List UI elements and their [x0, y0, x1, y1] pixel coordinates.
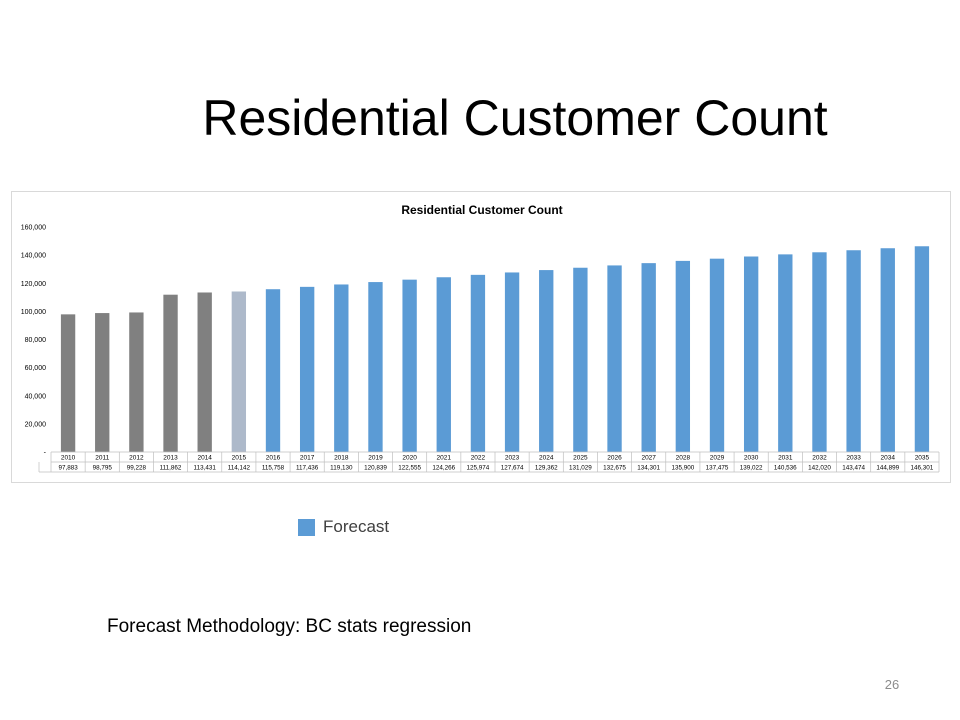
y-tick-label: 80,000 [25, 337, 47, 344]
bar-2010 [60, 314, 76, 452]
x-tick-label: 2031 [778, 455, 793, 462]
x-tick-label: 2032 [812, 455, 827, 462]
legend: Forecast [298, 516, 389, 538]
data-table: 2010 97,883 2011 98,795 2012 99,228 2013 111,86… [38, 451, 940, 473]
bar-2025 [573, 267, 588, 452]
x-tick-label: 2018 [334, 455, 349, 462]
x-tick-label: 2021 [437, 455, 452, 462]
y-axis: - 20,000 40,000 60,000 80,000 100,000 120,000 1… [21, 225, 47, 457]
bar-2019 [368, 282, 383, 452]
bar-2018 [334, 284, 349, 452]
bar-2027 [641, 263, 656, 452]
data-label: 132,675 [603, 465, 626, 472]
bar-2034 [880, 248, 895, 452]
bar-2032 [812, 252, 827, 452]
data-label: 125,974 [467, 465, 490, 472]
x-tick-label: 2026 [607, 455, 622, 462]
y-tick-label: 140,000 [21, 253, 46, 260]
x-tick-label: 2013 [163, 455, 178, 462]
x-tick-label: 2025 [573, 455, 588, 462]
bar-2021 [436, 277, 451, 452]
x-tick-label: 2035 [915, 455, 930, 462]
x-tick-label: 2020 [402, 455, 417, 462]
data-label: 146,301 [911, 465, 934, 472]
y-tick-label: 20,000 [25, 421, 47, 428]
methodology-note: Forecast Methodology: BC stats regressio… [107, 616, 472, 637]
x-tick-label: 2028 [676, 455, 691, 462]
data-label: 139,022 [740, 465, 763, 472]
bar-2033 [846, 250, 861, 452]
y-tick-label: 160,000 [21, 225, 46, 232]
bar-2012 [129, 312, 144, 452]
x-tick-label: 2034 [881, 455, 896, 462]
data-label: 142,020 [808, 465, 831, 472]
data-label: 134,301 [637, 465, 660, 472]
data-label: 117,436 [296, 465, 319, 472]
x-tick-label: 2029 [710, 455, 725, 462]
bar-2013 [163, 294, 178, 452]
x-tick-label: 2019 [368, 455, 383, 462]
legend-label-forecast: Forecast [323, 517, 390, 536]
chart-frame: Residential Customer Count - 20,000 40,000… [11, 191, 951, 483]
bar-2024 [539, 270, 554, 452]
bar-2014 [197, 292, 212, 452]
data-label: 114,142 [228, 465, 251, 472]
data-label: 115,758 [262, 465, 285, 472]
bar-2035 [914, 246, 930, 452]
x-tick-label: 2022 [471, 455, 486, 462]
bar-2016 [265, 289, 281, 452]
bar-2029 [709, 258, 725, 452]
y-tick-label: 40,000 [25, 393, 47, 400]
x-tick-label: 2016 [266, 455, 281, 462]
bar-2011 [95, 313, 110, 452]
x-tick-label: 2010 [61, 455, 76, 462]
data-label: 137,475 [706, 465, 729, 472]
data-label: 113,431 [194, 465, 217, 472]
x-tick-label: 2033 [846, 455, 861, 462]
page-number: 26 [884, 677, 900, 692]
bar-2023 [504, 272, 520, 452]
x-tick-label: 2024 [539, 455, 554, 462]
data-label: 122,555 [398, 465, 421, 472]
bar-2022 [470, 274, 486, 452]
y-tick-label: - [44, 450, 47, 457]
data-label: 99,228 [127, 465, 147, 472]
bar-chart: Residential Customer Count - 20,000 40,000… [21, 203, 940, 473]
chart-title: Residential Customer Count [401, 203, 562, 217]
bar-2015 [231, 291, 247, 452]
y-tick-label: 60,000 [25, 365, 47, 372]
data-label: 124,266 [432, 465, 455, 472]
x-tick-label: 2011 [95, 455, 109, 462]
x-tick-label: 2027 [641, 455, 656, 462]
y-tick-label: 100,000 [21, 309, 46, 316]
data-label: 131,029 [569, 465, 592, 472]
y-tick-label: 120,000 [21, 281, 46, 288]
data-label: 120,839 [364, 465, 387, 472]
x-tick-label: 2015 [232, 455, 247, 462]
data-label: 98,795 [93, 465, 113, 472]
x-tick-label: 2017 [300, 455, 315, 462]
data-label: 129,362 [535, 465, 558, 472]
data-label: 111,862 [160, 465, 182, 472]
bar-2020 [402, 279, 417, 452]
x-tick-label: 2023 [505, 455, 520, 462]
bar-2030 [743, 256, 759, 452]
bar-series [60, 246, 930, 452]
data-label: 144,899 [876, 465, 899, 472]
slide-title: Residential Customer Count [202, 90, 828, 146]
bar-2017 [299, 286, 315, 452]
data-label: 135,900 [671, 465, 694, 472]
bar-2028 [675, 260, 691, 452]
x-tick-label: 2030 [744, 455, 759, 462]
data-label: 119,130 [330, 465, 353, 472]
data-label: 140,536 [774, 465, 797, 472]
data-label: 127,674 [501, 465, 524, 472]
x-tick-label: 2014 [197, 455, 212, 462]
legend-swatch-forecast [298, 518, 315, 536]
bar-2026 [607, 265, 622, 452]
data-label: 97,883 [58, 465, 78, 472]
bar-2031 [778, 254, 793, 452]
data-label: 143,474 [842, 465, 865, 472]
x-tick-label: 2012 [129, 455, 144, 462]
